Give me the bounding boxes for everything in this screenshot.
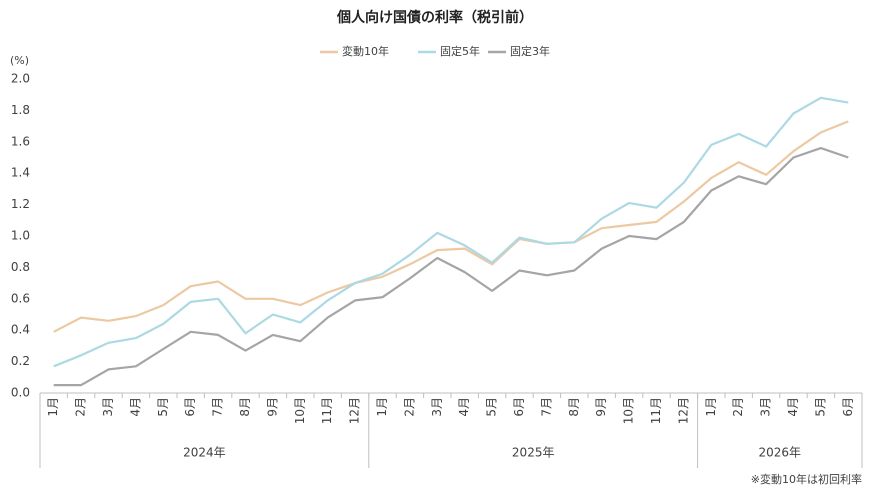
y-tick-label: 1.0 bbox=[11, 229, 30, 243]
x-tick-label: 6月 bbox=[512, 397, 526, 417]
y-tick-label: 0.0 bbox=[11, 386, 30, 400]
series-line bbox=[53, 147, 849, 387]
x-tick-label: 1月 bbox=[375, 397, 389, 417]
x-tick-label: 11月 bbox=[320, 397, 334, 424]
note: ※変動10年は初回利率 bbox=[751, 472, 862, 486]
x-tick-label: 4月 bbox=[786, 397, 800, 417]
x-tick-label: 3月 bbox=[101, 397, 115, 417]
x-tick-label: 5月 bbox=[813, 397, 827, 417]
legend-label: 変動10年 bbox=[342, 44, 389, 58]
x-tick-label: 3月 bbox=[430, 397, 444, 417]
y-tick-label: 1.8 bbox=[11, 103, 30, 117]
chart-title: 個人向け国債の利率（税引前） bbox=[336, 9, 533, 26]
x-tick-label: 2月 bbox=[402, 397, 416, 417]
x-tick-label: 1月 bbox=[704, 397, 718, 417]
x-tick-label: 4月 bbox=[128, 397, 142, 417]
series-line bbox=[53, 96, 849, 368]
x-tick-label: 5月 bbox=[156, 397, 170, 417]
y-tick-label: 2.0 bbox=[11, 72, 30, 86]
y-tick-label: 0.2 bbox=[11, 354, 30, 368]
y-tick-label: 0.8 bbox=[11, 260, 30, 274]
x-tick-label: 12月 bbox=[348, 397, 362, 424]
series-line bbox=[53, 120, 849, 333]
x-tick-label: 4月 bbox=[457, 397, 471, 417]
legend-label: 固定5年 bbox=[440, 44, 480, 58]
y-unit: (%) bbox=[10, 54, 29, 67]
y-tick-label: 0.6 bbox=[11, 291, 30, 305]
group-label: 2025年 bbox=[512, 446, 555, 460]
x-tick-label: 12月 bbox=[676, 397, 690, 424]
x-tick-label: 1月 bbox=[46, 397, 60, 417]
x-tick-label: 2月 bbox=[731, 397, 745, 417]
x-tick-label: 6月 bbox=[841, 397, 855, 417]
group-label: 2024年 bbox=[183, 446, 226, 460]
x-tick-label: 8月 bbox=[238, 397, 252, 417]
y-tick-label: 1.6 bbox=[11, 134, 30, 148]
group-label: 2026年 bbox=[759, 446, 802, 460]
x-tick-label: 10月 bbox=[293, 397, 307, 424]
y-tick-label: 1.4 bbox=[11, 166, 30, 180]
x-tick-label: 5月 bbox=[485, 397, 499, 417]
legend-label: 固定3年 bbox=[510, 44, 550, 58]
y-tick-label: 1.2 bbox=[11, 197, 30, 211]
x-tick-label: 6月 bbox=[183, 397, 197, 417]
x-tick-label: 11月 bbox=[649, 397, 663, 424]
x-tick-label: 2月 bbox=[74, 397, 88, 417]
x-tick-label: 7月 bbox=[211, 397, 225, 417]
x-tick-label: 9月 bbox=[265, 397, 279, 417]
x-tick-label: 7月 bbox=[539, 397, 553, 417]
x-tick-label: 8月 bbox=[567, 397, 581, 417]
y-tick-label: 0.4 bbox=[11, 323, 30, 337]
x-tick-label: 9月 bbox=[594, 397, 608, 417]
x-tick-label: 3月 bbox=[759, 397, 773, 417]
x-tick-label: 10月 bbox=[622, 397, 636, 424]
